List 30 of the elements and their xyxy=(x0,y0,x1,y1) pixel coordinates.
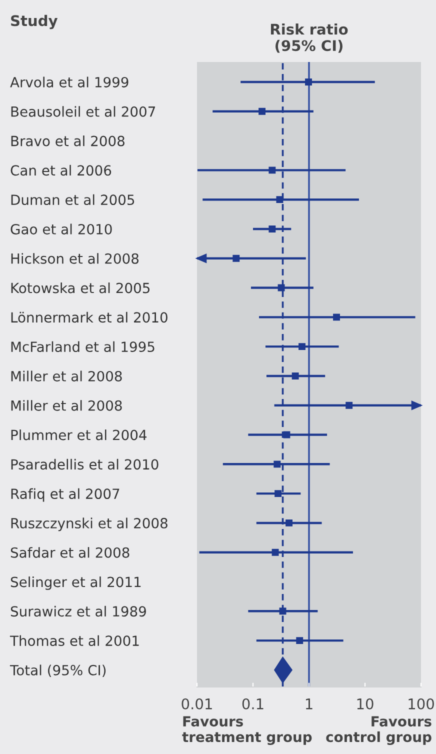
y-tick-label: Miller et al 2008 xyxy=(11,370,122,382)
y-axis-title: Study xyxy=(11,14,58,30)
y-tick-label: Arvola et al 1999 xyxy=(10,76,128,88)
y-tick-label: Plummer et al 2004 xyxy=(11,429,147,440)
y-tick-label: Kotowska et al 2005 xyxy=(11,282,150,294)
y-tick-label: McFarland et al 1995 xyxy=(11,341,154,352)
y-tick-label: Can et al 2006 xyxy=(10,164,112,176)
y-tick-label: Safdar et al 2008 xyxy=(10,547,130,558)
x-tick-label: 1 xyxy=(306,698,312,710)
y-tick-label: Bravo et al 2008 xyxy=(11,136,124,146)
y-tick-label: Total (95% CI) xyxy=(10,664,106,678)
y-tick-label: Rafiq et al 2007 xyxy=(11,488,120,502)
x-tick-label: 0.1 xyxy=(242,698,264,710)
chart-title: Risk ratio (95% CI) xyxy=(270,23,348,53)
text: Favours treatment group xyxy=(182,716,312,745)
y-tick-label: Gao et al 2010 xyxy=(10,224,112,234)
x-tick-label: 100 xyxy=(408,698,434,710)
y-tick-label: Hickson et al 2008 xyxy=(11,253,139,264)
y-tick-label: Selinger et al 2011 xyxy=(10,576,141,590)
y-tick-label: Ruszczynski et al 2008 xyxy=(11,518,168,532)
y-tick-label: Surawicz et al 1989 xyxy=(10,606,146,617)
x-tick-label: 10 xyxy=(357,698,374,710)
y-tick-label: Beausoleil et al 2007 xyxy=(11,106,156,117)
y-tick-label: Thomas et al 2001 xyxy=(10,635,139,646)
y-tick-label: Duman et al 2005 xyxy=(11,194,134,206)
x-tick-label: 0.01 xyxy=(182,698,212,710)
y-tick-label: Lönnermark et al 2010 xyxy=(11,312,168,323)
text: Favours control group xyxy=(326,716,432,745)
y-tick-label: Psaradellis et al 2010 xyxy=(11,458,158,470)
y-tick-label: Miller et al 2008 xyxy=(11,400,122,411)
